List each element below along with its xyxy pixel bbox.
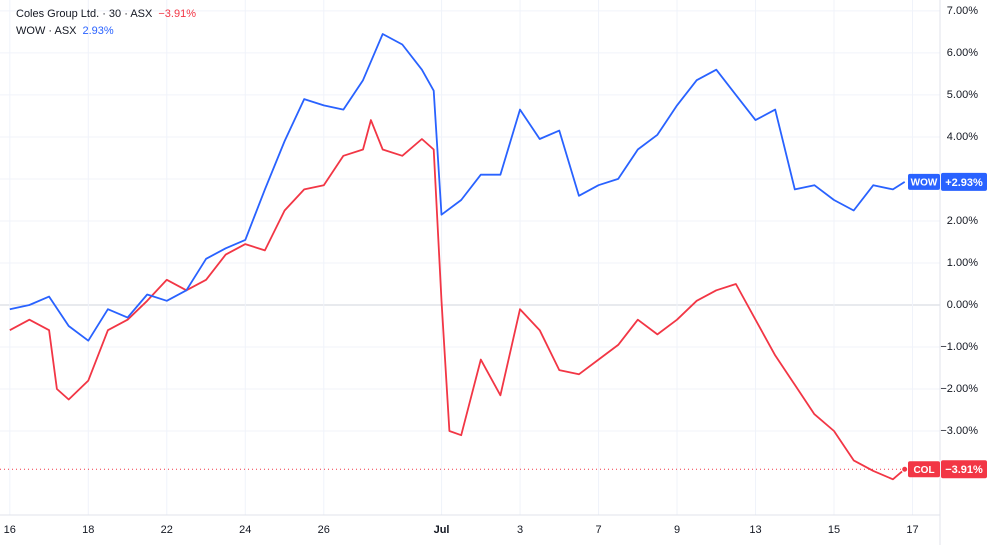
x-tick-label: 24: [239, 524, 251, 536]
badge-value: [941, 460, 987, 479]
last-point: [901, 465, 909, 473]
y-tick-label: 6.00%: [947, 47, 978, 59]
x-tick-label: 17: [906, 524, 918, 536]
badge-value: [941, 172, 987, 191]
y-tick-label: 4.00%: [947, 131, 978, 143]
x-tick-label: 18: [82, 524, 94, 536]
legend-name: Coles Group Ltd. · 30 · ASX: [16, 8, 153, 20]
x-tick-label: 13: [749, 524, 761, 536]
series-line: [9, 119, 906, 481]
badge: [908, 461, 940, 478]
x-tick-label: Jul: [434, 524, 450, 536]
badge: [908, 173, 940, 190]
y-tick-label: −3.00%: [940, 425, 978, 437]
legend-value: −3.91%: [158, 8, 196, 20]
x-tick-label: 3: [517, 524, 523, 536]
y-tick-label: −1.00%: [940, 341, 978, 353]
series-line: [9, 33, 906, 342]
x-tick-label: 7: [595, 524, 601, 536]
legend-entry: Coles Group Ltd. · 30 · ASX −3.91%: [16, 8, 196, 20]
y-tick-label: 0.00%: [947, 299, 978, 311]
y-tick-label: 5.00%: [947, 89, 978, 101]
badge-symbol: WOW: [911, 178, 938, 189]
y-tick-label: −2.00%: [940, 383, 978, 395]
legend-entry: WOW · ASX 2.93%: [16, 25, 114, 37]
legend-value: 2.93%: [83, 25, 114, 37]
y-tick-label: 7.00%: [947, 5, 978, 17]
y-tick-label: 1.00%: [947, 257, 978, 269]
legend-name: WOW · ASX: [16, 25, 77, 37]
x-tick-label: 15: [828, 524, 840, 536]
x-tick-label: 22: [161, 524, 173, 536]
badge-label: +2.93%: [945, 177, 983, 189]
y-tick-label: 2.00%: [947, 215, 978, 227]
badge-symbol: COL: [913, 465, 934, 476]
badge-label: −3.91%: [945, 464, 983, 476]
x-tick-label: 26: [318, 524, 330, 536]
x-tick-label: 9: [674, 524, 680, 536]
x-tick-label: 16: [4, 524, 16, 536]
